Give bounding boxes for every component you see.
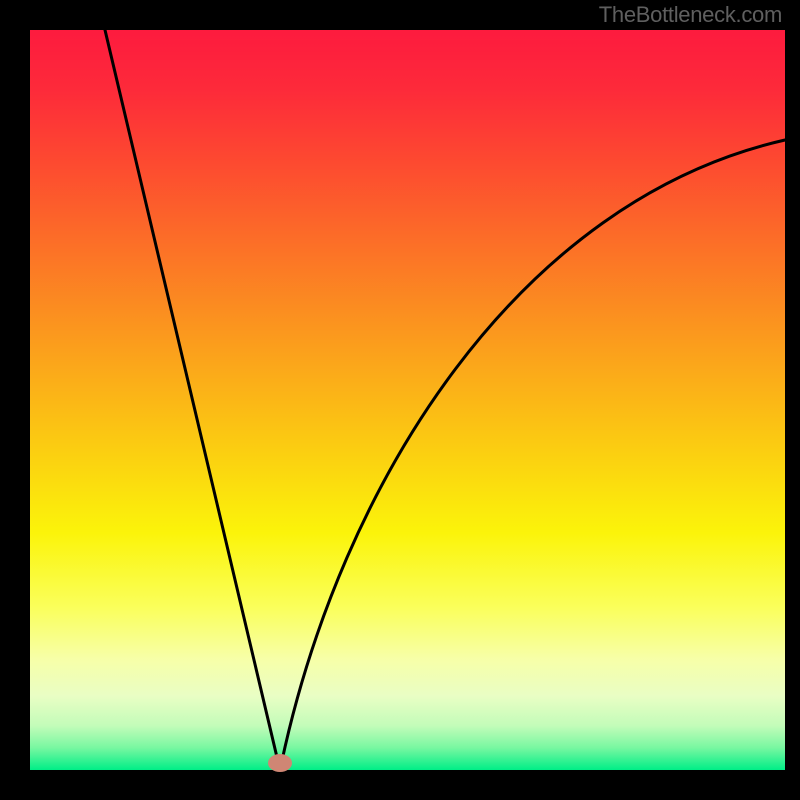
chart-canvas: TheBottleneck.com [0,0,800,800]
plot-background [30,30,785,770]
minimum-marker [268,754,292,772]
watermark-text: TheBottleneck.com [599,2,782,28]
chart-svg [0,0,800,800]
